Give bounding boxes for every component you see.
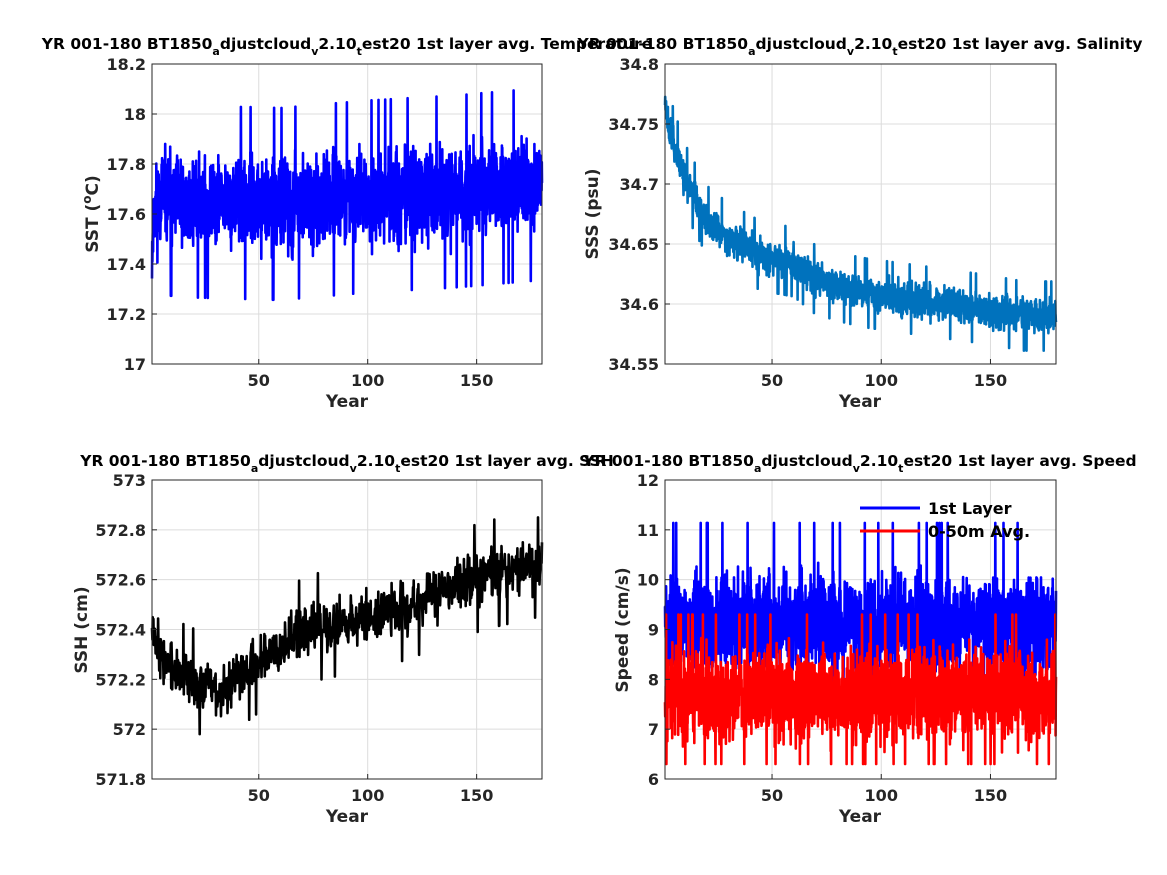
- y-axis-label-speed: Speed (cm/s): [613, 567, 633, 692]
- x-tick-label: 150: [974, 371, 1007, 390]
- y-axis-label-ssh: SSH (cm): [72, 586, 92, 673]
- y-tick-label: 572.8: [95, 521, 146, 540]
- y-tick-label: 9: [648, 621, 659, 640]
- x-axis-label-speed: Year: [838, 807, 882, 827]
- y-tick-label: 34.65: [608, 235, 659, 254]
- y-tick-label: 572.4: [95, 621, 146, 640]
- y-tick-label: 34.75: [608, 115, 659, 134]
- panel-title-sss: YR 001-180 BT1850adjustcloudv2.10test20 …: [576, 35, 1142, 58]
- y-tick-label: 11: [637, 521, 659, 540]
- x-tick-label: 100: [351, 371, 384, 390]
- series-line-speed-0: [663, 521, 1058, 686]
- y-tick-label: 18.2: [107, 55, 146, 74]
- x-tick-label: 150: [460, 786, 493, 805]
- series-line-sst-0: [150, 89, 544, 302]
- y-tick-label: 10: [637, 571, 659, 590]
- x-tick-label: 100: [865, 371, 898, 390]
- y-tick-label: 17.4: [107, 255, 146, 274]
- panel-title-speed: YR 001-180 BT1850adjustcloudv2.10test20 …: [582, 452, 1136, 475]
- y-tick-label: 572.2: [95, 670, 146, 689]
- legend-speed: 1st Layer 0-50m Avg.: [860, 499, 1030, 541]
- x-tick-label: 50: [761, 371, 783, 390]
- x-tick-label: 150: [460, 371, 493, 390]
- series-line-ssh-0: [150, 516, 544, 736]
- series-layer-ssh: [150, 516, 544, 736]
- y-tick-label: 17.8: [107, 155, 146, 174]
- y-tick-label: 7: [648, 720, 659, 739]
- y-axis-label-sss: SSS (psu): [583, 168, 603, 259]
- x-axis-label-ssh: Year: [325, 807, 369, 827]
- y-tick-label: 17.2: [107, 305, 146, 324]
- series-line-sss-0: [663, 95, 1058, 352]
- panel-sst: YR 001-180 BT1850adjustcloudv2.10test20 …: [41, 35, 652, 412]
- x-tick-label: 100: [865, 786, 898, 805]
- y-tick-label: 8: [648, 670, 659, 689]
- panel-title-sst: YR 001-180 BT1850adjustcloudv2.10test20 …: [41, 35, 652, 58]
- x-ticks-sst: 50 100 150: [248, 359, 493, 390]
- y-tick-label: 17.6: [107, 205, 146, 224]
- panel-sss: YR 001-180 BT1850adjustcloudv2.10test20 …: [576, 35, 1142, 412]
- panel-speed: YR 001-180 BT1850adjustcloudv2.10test20 …: [582, 452, 1136, 827]
- y-ticks-speed: 6 7 8 9 10 11 12: [637, 471, 670, 789]
- y-tick-label: 34.8: [620, 55, 659, 74]
- panel-ssh: YR 001-180 BT1850adjustcloudv2.10test20 …: [72, 452, 614, 827]
- series-layer-speed: [663, 521, 1058, 766]
- y-tick-label: 12: [637, 471, 659, 490]
- y-tick-label: 34.6: [620, 295, 659, 314]
- x-axis-label-sst: Year: [325, 392, 369, 412]
- x-ticks-ssh: 50 100 150: [248, 774, 493, 805]
- plot-frame-sss: [664, 63, 1057, 365]
- y-tick-label: 571.8: [95, 770, 146, 789]
- x-tick-label: 150: [974, 786, 1007, 805]
- panel-title-ssh: YR 001-180 BT1850adjustcloudv2.10test20 …: [79, 452, 614, 475]
- y-ticks-sss: 34.55 34.6 34.65 34.7 34.75 34.8: [608, 55, 670, 374]
- legend-label-0-50m-avg: 0-50m Avg.: [928, 522, 1030, 541]
- x-ticks-sss: 50 100 150: [761, 359, 1007, 390]
- y-tick-label: 34.7: [620, 175, 659, 194]
- y-tick-label: 18: [124, 105, 146, 124]
- x-tick-label: 50: [248, 786, 270, 805]
- y-tick-label: 17: [124, 355, 146, 374]
- x-axis-label-sss: Year: [838, 392, 882, 412]
- series-line-speed-1: [663, 613, 1058, 766]
- y-tick-label: 34.55: [608, 355, 659, 374]
- series-layer-sst: [150, 89, 544, 302]
- y-axis-label-sst: SST (oC): [80, 175, 103, 253]
- y-ticks-ssh: 571.8 572 572.2 572.4 572.6 572.8 573: [95, 471, 157, 789]
- y-tick-label: 572: [113, 720, 146, 739]
- x-ticks-speed: 50 100 150: [761, 774, 1007, 805]
- y-tick-label: 572.6: [95, 571, 146, 590]
- y-ticks-sst: 17 17.2 17.4 17.6 17.8 18 18.2: [107, 55, 157, 374]
- x-tick-label: 50: [761, 786, 783, 805]
- series-layer-sss: [663, 95, 1058, 352]
- x-tick-label: 50: [248, 371, 270, 390]
- legend-label-1st-layer: 1st Layer: [928, 499, 1012, 518]
- y-tick-label: 6: [648, 770, 659, 789]
- y-tick-label: 573: [113, 471, 146, 490]
- x-tick-label: 100: [351, 786, 384, 805]
